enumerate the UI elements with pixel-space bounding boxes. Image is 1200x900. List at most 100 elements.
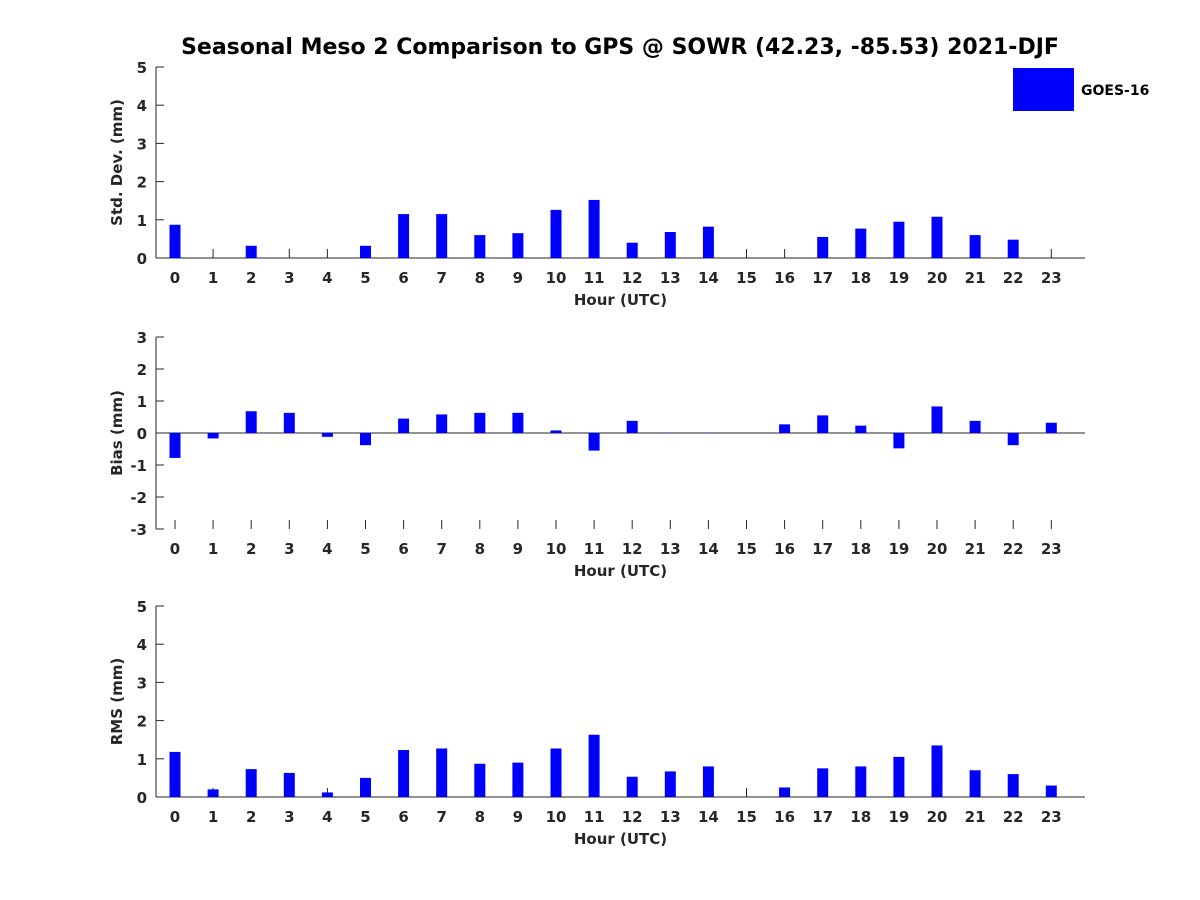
bar-rms-hour-11 (588, 734, 600, 797)
x-tick-label: 21 (965, 269, 986, 287)
bar-bias-hour-6 (398, 418, 410, 433)
y-tick-label: 5 (137, 59, 147, 77)
x-axis-label: Hour (UTC) (574, 562, 667, 580)
legend-swatch-goes-16 (1013, 68, 1074, 111)
bar-bias-hour-5 (360, 433, 371, 446)
x-tick-label: 22 (1003, 540, 1024, 558)
y-tick-label: 2 (137, 713, 147, 731)
y-tick-label: 4 (137, 97, 147, 115)
x-tick-label: 9 (513, 269, 523, 287)
x-tick-label: 8 (475, 540, 485, 558)
x-tick-label: 10 (546, 540, 567, 558)
x-tick-label: 18 (850, 540, 871, 558)
x-tick-label: 22 (1003, 808, 1024, 826)
bar-rms-hour-18 (855, 766, 867, 797)
y-tick-label: 0 (137, 250, 147, 268)
x-tick-label: 7 (436, 540, 446, 558)
bar-rms-hour-22 (1007, 774, 1019, 797)
bar-rms-hour-12 (626, 776, 638, 797)
x-tick-label: 14 (698, 540, 719, 558)
x-tick-label: 21 (965, 540, 986, 558)
x-tick-label: 1 (208, 808, 218, 826)
bar-std-dev-hour-12 (626, 242, 638, 258)
bar-std-dev-hour-11 (588, 199, 600, 258)
x-tick-label: 19 (888, 808, 909, 826)
bar-bias-hour-11 (588, 433, 600, 451)
y-tick-label: 5 (137, 598, 147, 616)
x-tick-label: 14 (698, 808, 719, 826)
x-tick-label: 0 (170, 269, 180, 287)
x-tick-label: 1 (208, 269, 218, 287)
x-tick-label: 16 (774, 269, 795, 287)
bar-rms-hour-13 (664, 771, 676, 797)
x-tick-label: 12 (622, 808, 643, 826)
bar-bias-hour-19 (893, 433, 905, 449)
bar-bias-hour-20 (931, 406, 943, 433)
y-tick-label: -3 (130, 521, 147, 539)
legend-label-goes-16: GOES-16 (1081, 83, 1149, 99)
x-tick-label: 17 (812, 540, 833, 558)
bar-rms-hour-4 (321, 792, 333, 797)
bar-rms-hour-7 (436, 748, 448, 797)
bar-bias-hour-21 (969, 420, 981, 433)
bar-std-dev-hour-6 (398, 214, 410, 258)
x-tick-label: 13 (660, 808, 681, 826)
bar-rms-hour-17 (817, 768, 829, 797)
x-tick-label: 5 (360, 269, 370, 287)
bar-bias-hour-10 (550, 430, 562, 433)
bar-rms-hour-9 (512, 762, 524, 797)
x-tick-label: 18 (850, 808, 871, 826)
bar-bias-hour-0 (169, 433, 181, 458)
x-axis-label: Hour (UTC) (574, 830, 667, 848)
y-tick-label: 3 (137, 329, 147, 347)
bar-rms-hour-10 (550, 748, 562, 797)
bar-std-dev-hour-20 (931, 216, 943, 258)
x-tick-label: 13 (660, 269, 681, 287)
bar-bias-hour-2 (245, 411, 257, 433)
bar-std-dev-hour-21 (969, 235, 981, 258)
bar-rms-hour-2 (245, 769, 257, 797)
x-tick-label: 6 (398, 808, 408, 826)
bar-std-dev-hour-7 (436, 214, 448, 258)
x-tick-label: 23 (1041, 540, 1062, 558)
x-tick-label: 20 (927, 808, 948, 826)
x-tick-label: 16 (774, 808, 795, 826)
x-tick-label: 13 (660, 540, 681, 558)
x-tick-label: 2 (246, 808, 256, 826)
bar-std-dev-hour-14 (702, 226, 714, 258)
x-tick-label: 5 (360, 808, 370, 826)
x-tick-label: 8 (475, 808, 485, 826)
x-tick-label: 0 (170, 808, 180, 826)
x-tick-label: 4 (322, 269, 332, 287)
bar-std-dev-hour-18 (855, 228, 867, 258)
bar-bias-hour-7 (436, 414, 448, 433)
x-tick-label: 20 (927, 540, 948, 558)
y-tick-label: 0 (137, 789, 147, 807)
y-tick-label: 1 (137, 751, 147, 769)
bar-std-dev-hour-8 (474, 235, 486, 258)
bar-std-dev-hour-0 (169, 224, 181, 258)
x-tick-label: 15 (736, 808, 757, 826)
bar-rms-hour-1 (207, 789, 219, 797)
x-tick-label: 12 (622, 540, 643, 558)
x-tick-label: 0 (170, 540, 180, 558)
bar-std-dev-hour-19 (893, 221, 905, 258)
y-tick-label: -2 (130, 489, 147, 507)
bar-bias-hour-16 (779, 424, 791, 433)
x-tick-label: 18 (850, 269, 871, 287)
bar-bias-hour-12 (626, 420, 638, 433)
bar-rms-hour-20 (931, 745, 943, 797)
x-tick-label: 16 (774, 540, 795, 558)
y-tick-label: 4 (137, 636, 147, 654)
bar-rms-hour-5 (360, 777, 371, 797)
y-tick-label: 3 (137, 674, 147, 692)
bar-bias-hour-9 (512, 412, 524, 433)
y-axis-label: Bias (mm) (108, 390, 126, 476)
bar-std-dev-hour-10 (550, 209, 562, 258)
bar-rms-hour-23 (1045, 785, 1057, 797)
x-tick-label: 8 (475, 269, 485, 287)
